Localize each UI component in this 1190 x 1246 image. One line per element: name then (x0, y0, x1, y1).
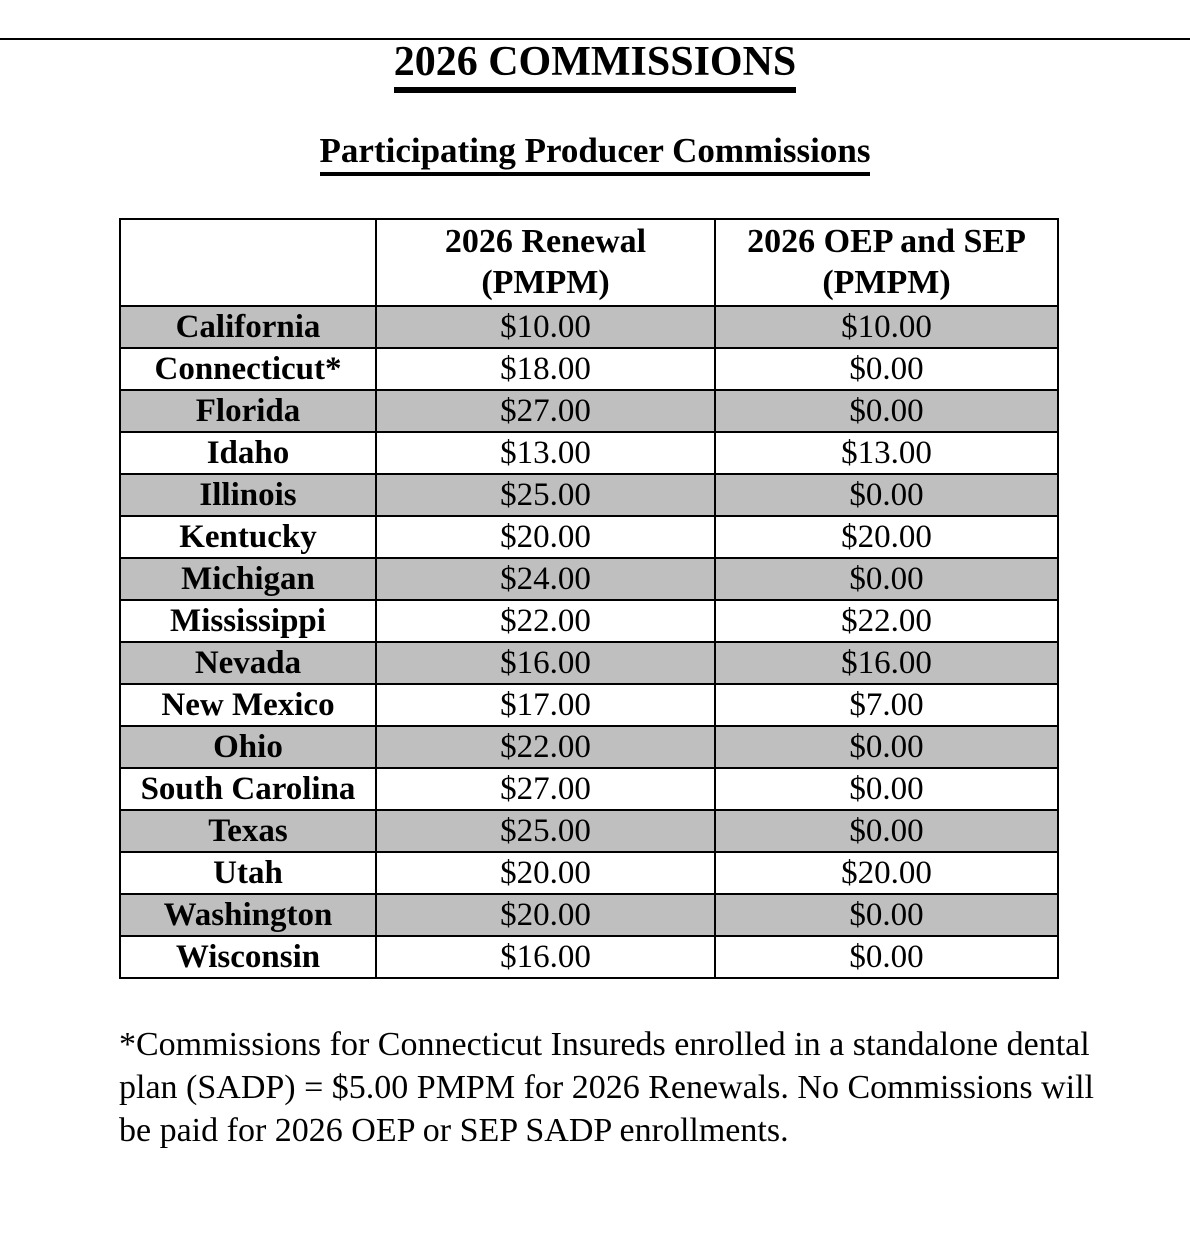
oep-sep-cell: $16.00 (714, 641, 1059, 685)
table-row: Kentucky $20.00 $20.00 (119, 515, 1059, 559)
header-row: 2026 Renewal (PMPM) 2026 OEP and SEP (PM… (119, 218, 1059, 307)
oep-sep-cell: $0.00 (714, 557, 1059, 601)
renewal-cell: $10.00 (375, 305, 716, 349)
state-cell: Florida (119, 389, 377, 433)
table-row: Washington $20.00 $0.00 (119, 893, 1059, 937)
oep-sep-column-header-line2: (PMPM) (822, 263, 951, 301)
state-cell: Mississippi (119, 599, 377, 643)
state-cell: Wisconsin (119, 935, 377, 979)
renewal-cell: $22.00 (375, 599, 716, 643)
page-subtitle: Participating Producer Commissions (0, 130, 1190, 176)
page-subtitle-text: Participating Producer Commissions (319, 131, 871, 176)
renewal-column-header-line1: 2026 Renewal (444, 222, 647, 260)
renewal-cell: $18.00 (375, 347, 716, 391)
oep-sep-cell: $7.00 (714, 683, 1059, 727)
footnote-line: be paid for 2026 OEP or SEP SADP enrollm… (119, 1112, 789, 1149)
table-row: Utah $20.00 $20.00 (119, 851, 1059, 895)
renewal-cell: $25.00 (375, 809, 716, 853)
state-cell: Connecticut* (119, 347, 377, 391)
oep-sep-column-header-line1: 2026 OEP and SEP (747, 222, 1026, 260)
commissions-table-body: California $10.00 $10.00 Connecticut* $18.00… (119, 305, 1059, 979)
table-row: Florida $27.00 $0.00 (119, 389, 1059, 433)
oep-sep-cell: $22.00 (714, 599, 1059, 643)
renewal-cell: $27.00 (375, 767, 716, 811)
page-top-edge-line (0, 38, 1190, 40)
table-row: Ohio $22.00 $0.00 (119, 725, 1059, 769)
state-cell: California (119, 305, 377, 349)
state-cell: New Mexico (119, 683, 377, 727)
state-cell: Kentucky (119, 515, 377, 559)
state-cell: Nevada (119, 641, 377, 685)
commissions-table: 2026 Renewal (PMPM) 2026 OEP and SEP (PM… (119, 218, 1059, 979)
oep-sep-cell: $0.00 (714, 893, 1059, 937)
state-cell: Washington (119, 893, 377, 937)
table-row: Nevada $16.00 $16.00 (119, 641, 1059, 685)
state-cell: Ohio (119, 725, 377, 769)
renewal-column-header: 2026 Renewal (PMPM) (375, 218, 716, 307)
oep-sep-cell: $20.00 (714, 515, 1059, 559)
document-page: 2026 COMMISSIONS Participating Producer … (0, 38, 1190, 1152)
state-cell: South Carolina (119, 767, 377, 811)
state-cell: Idaho (119, 431, 377, 475)
table-row: Texas $25.00 $0.00 (119, 809, 1059, 853)
oep-sep-cell: $13.00 (714, 431, 1059, 475)
renewal-cell: $17.00 (375, 683, 716, 727)
state-cell: Utah (119, 851, 377, 895)
renewal-cell: $20.00 (375, 515, 716, 559)
state-cell: Michigan (119, 557, 377, 601)
table-row: Illinois $25.00 $0.00 (119, 473, 1059, 517)
table-row: Connecticut* $18.00 $0.00 (119, 347, 1059, 391)
renewal-cell: $16.00 (375, 935, 716, 979)
page-title-text: 2026 COMMISSIONS (393, 39, 797, 93)
renewal-cell: $13.00 (375, 431, 716, 475)
renewal-cell: $22.00 (375, 725, 716, 769)
oep-sep-cell: $0.00 (714, 389, 1059, 433)
renewal-cell: $16.00 (375, 641, 716, 685)
renewal-cell: $20.00 (375, 893, 716, 937)
oep-sep-cell: $0.00 (714, 935, 1059, 979)
oep-sep-cell: $0.00 (714, 809, 1059, 853)
renewal-cell: $24.00 (375, 557, 716, 601)
footnote: *Commissions for Connecticut Insureds en… (119, 1023, 1179, 1152)
commissions-table-header: 2026 Renewal (PMPM) 2026 OEP and SEP (PM… (119, 218, 1059, 307)
table-row: Idaho $13.00 $13.00 (119, 431, 1059, 475)
renewal-cell: $27.00 (375, 389, 716, 433)
table-row: California $10.00 $10.00 (119, 305, 1059, 349)
state-column-header (119, 218, 377, 307)
oep-sep-cell: $0.00 (714, 473, 1059, 517)
oep-sep-cell: $10.00 (714, 305, 1059, 349)
oep-sep-cell: $0.00 (714, 725, 1059, 769)
table-row: New Mexico $17.00 $7.00 (119, 683, 1059, 727)
page-title: 2026 COMMISSIONS (0, 38, 1190, 93)
state-cell: Illinois (119, 473, 377, 517)
renewal-cell: $20.00 (375, 851, 716, 895)
table-row: Mississippi $22.00 $22.00 (119, 599, 1059, 643)
footnote-line: *Commissions for Connecticut Insureds en… (119, 1026, 1090, 1063)
oep-sep-cell: $0.00 (714, 767, 1059, 811)
footnote-line: plan (SADP) = $5.00 PMPM for 2026 Renewa… (119, 1069, 1094, 1106)
table-row: South Carolina $27.00 $0.00 (119, 767, 1059, 811)
oep-sep-cell: $20.00 (714, 851, 1059, 895)
renewal-column-header-line2: (PMPM) (481, 263, 610, 301)
oep-sep-cell: $0.00 (714, 347, 1059, 391)
oep-sep-column-header: 2026 OEP and SEP (PMPM) (714, 218, 1059, 307)
state-cell: Texas (119, 809, 377, 853)
table-row: Michigan $24.00 $0.00 (119, 557, 1059, 601)
renewal-cell: $25.00 (375, 473, 716, 517)
table-row: Wisconsin $16.00 $0.00 (119, 935, 1059, 979)
